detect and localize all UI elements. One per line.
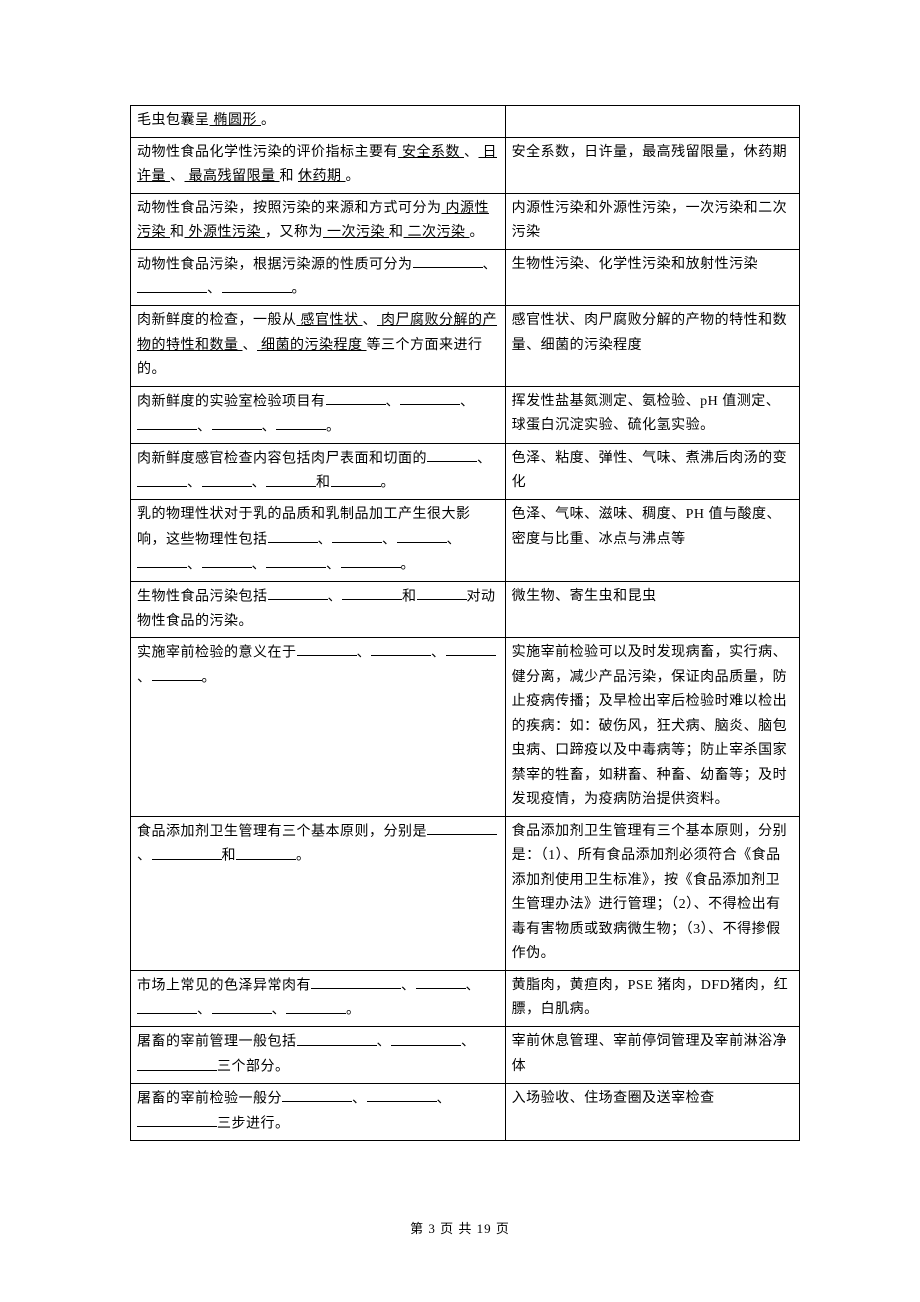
fill-blank (137, 415, 197, 430)
underlined-answer: 外源性污染 (185, 225, 266, 240)
fill-blank (202, 471, 252, 486)
fill-blank (137, 1112, 217, 1127)
fill-blank (413, 253, 483, 268)
answer-cell: 感官性状、肉尸腐败分解的产物的特性和数量、细菌的污染程度 (505, 306, 799, 387)
answer-cell: 微生物、寄生虫和昆虫 (505, 581, 799, 637)
fill-blank (137, 277, 207, 292)
fill-blank (276, 415, 326, 430)
fill-blank (416, 974, 466, 989)
answer-cell: 黄脂肉，黄疸肉，PSE 猪肉，DFD猪肉，红膘，白肌病。 (505, 970, 799, 1027)
fill-blank (137, 553, 187, 568)
fill-blank (427, 447, 477, 462)
table-row: 屠畜的宰前检验一般分、、三步进行。入场验收、住场查圈及送宰检查 (131, 1084, 800, 1141)
question-cell: 乳的物理性状对于乳的品质和乳制品加工产生很大影响，这些物理性包括、、、、、、。 (131, 500, 506, 581)
underlined-answer: 细菌的污染程度 (257, 338, 367, 353)
underlined-answer: 二次污染 (404, 225, 470, 240)
table-row: 肉新鲜度的检查，一般从 感官性状 、 肉尸腐败分解的产物的特性和数量 、 细菌的… (131, 306, 800, 387)
answer-cell (505, 106, 799, 138)
fill-blank (236, 844, 296, 859)
answer-cell: 入场验收、住场查圈及送宰检查 (505, 1084, 799, 1141)
question-cell: 实施宰前检验的意义在于、、、。 (131, 638, 506, 817)
fill-blank (268, 528, 318, 543)
fill-blank (417, 585, 467, 600)
table-row: 动物性食品污染，根据污染源的性质可分为、、。生物性污染、化学性污染和放射性污染 (131, 249, 800, 306)
question-cell: 屠畜的宰前检验一般分、、三步进行。 (131, 1084, 506, 1141)
underlined-answer: 一次污染 (323, 225, 389, 240)
underlined-answer: 感官性状 (297, 313, 363, 328)
question-cell: 市场上常见的色泽异常肉有、、、、。 (131, 970, 506, 1027)
underlined-answer: 最高残留限量 (185, 169, 280, 184)
table-row: 毛虫包囊呈 椭圆形 。 (131, 106, 800, 138)
answer-cell: 安全系数，日许量，最高残留限量，休药期 (505, 137, 799, 193)
fill-blank (297, 1030, 377, 1045)
question-cell: 动物性食品污染，按照污染的来源和方式可分为 内源性污染 和 外源性污染 ，又称为… (131, 193, 506, 249)
underlined-answer: 椭圆形 (210, 113, 262, 128)
fill-blank (331, 471, 381, 486)
fill-blank (342, 585, 402, 600)
fill-blank (137, 471, 187, 486)
fill-blank (367, 1087, 437, 1102)
answer-cell: 生物性污染、化学性污染和放射性污染 (505, 249, 799, 306)
question-cell: 肉新鲜度的实验室检验项目有、、、、。 (131, 386, 506, 443)
fill-blank (326, 390, 386, 405)
fill-blank (282, 1087, 352, 1102)
table-row: 动物性食品污染，按照污染的来源和方式可分为 内源性污染 和 外源性污染 ，又称为… (131, 193, 800, 249)
table-row: 实施宰前检验的意义在于、、、。实施宰前检验可以及时发现病畜，实行病、健分离，减少… (131, 638, 800, 817)
fill-blank (332, 528, 382, 543)
question-cell: 生物性食品污染包括、和对动物性食品的污染。 (131, 581, 506, 637)
question-cell: 肉新鲜度的检查，一般从 感官性状 、 肉尸腐败分解的产物的特性和数量 、 细菌的… (131, 306, 506, 387)
fill-blank (137, 1055, 217, 1070)
fill-blank (311, 974, 401, 989)
fill-blank (400, 390, 460, 405)
fill-blank (202, 553, 252, 568)
page-footer: 第 3 页 共 19 页 (0, 1218, 920, 1237)
fill-blank (371, 641, 431, 656)
question-cell: 毛虫包囊呈 椭圆形 。 (131, 106, 506, 138)
table-row: 乳的物理性状对于乳的品质和乳制品加工产生很大影响，这些物理性包括、、、、、、。色… (131, 500, 800, 581)
fill-blank (152, 844, 222, 859)
fill-blank (266, 553, 326, 568)
answer-cell: 宰前休息管理、宰前停饲管理及宰前淋浴净体 (505, 1027, 799, 1084)
fill-blank (297, 641, 357, 656)
table-row: 食品添加剂卫生管理有三个基本原则，分别是、和。食品添加剂卫生管理有三个基本原则，… (131, 816, 800, 970)
fill-blank (286, 998, 346, 1013)
table-row: 肉新鲜度感官检查内容包括肉尸表面和切面的、、、和。色泽、粘度、弹性、气味、煮沸后… (131, 443, 800, 500)
fill-blank (446, 641, 496, 656)
answer-cell: 色泽、粘度、弹性、气味、煮沸后肉汤的变化 (505, 443, 799, 500)
fill-blank (391, 1030, 461, 1045)
fill-blank (397, 528, 447, 543)
fill-blank (427, 820, 497, 835)
answer-cell: 实施宰前检验可以及时发现病畜，实行病、健分离，减少产品污染，保证肉品质量，防止疫… (505, 638, 799, 817)
answer-cell: 挥发性盐基氮测定、氨检验、pH 值测定、球蛋白沉淀实验、硫化氢实验。 (505, 386, 799, 443)
question-cell: 肉新鲜度感官检查内容包括肉尸表面和切面的、、、和。 (131, 443, 506, 500)
underlined-answer: 休药期 (298, 169, 346, 184)
answer-cell: 内源性污染和外源性污染，一次污染和二次污染 (505, 193, 799, 249)
fill-blank (152, 666, 202, 681)
question-cell: 食品添加剂卫生管理有三个基本原则，分别是、和。 (131, 816, 506, 970)
exam-table: 毛虫包囊呈 椭圆形 。动物性食品化学性污染的评价指标主要有 安全系数 、 日许量… (130, 105, 800, 1141)
question-cell: 动物性食品污染，根据污染源的性质可分为、、。 (131, 249, 506, 306)
question-cell: 动物性食品化学性污染的评价指标主要有 安全系数 、 日许量 、 最高残留限量 和… (131, 137, 506, 193)
table-row: 生物性食品污染包括、和对动物性食品的污染。微生物、寄生虫和昆虫 (131, 581, 800, 637)
answer-cell: 色泽、气味、滋味、稠度、PH 值与酸度、密度与比重、冰点与沸点等 (505, 500, 799, 581)
table-row: 市场上常见的色泽异常肉有、、、、。黄脂肉，黄疸肉，PSE 猪肉，DFD猪肉，红膘… (131, 970, 800, 1027)
fill-blank (266, 471, 316, 486)
fill-blank (268, 585, 328, 600)
question-cell: 屠畜的宰前管理一般包括、、三个部分。 (131, 1027, 506, 1084)
table-row: 屠畜的宰前管理一般包括、、三个部分。宰前休息管理、宰前停饲管理及宰前淋浴净体 (131, 1027, 800, 1084)
fill-blank (341, 553, 401, 568)
table-row: 肉新鲜度的实验室检验项目有、、、、。挥发性盐基氮测定、氨检验、pH 值测定、球蛋… (131, 386, 800, 443)
answer-cell: 食品添加剂卫生管理有三个基本原则，分别是：（1）、所有食品添加剂必须符合《食品添… (505, 816, 799, 970)
fill-blank (222, 277, 292, 292)
fill-blank (137, 998, 197, 1013)
fill-blank (212, 415, 262, 430)
fill-blank (212, 998, 272, 1013)
underlined-answer: 安全系数 (398, 145, 464, 160)
table-row: 动物性食品化学性污染的评价指标主要有 安全系数 、 日许量 、 最高残留限量 和… (131, 137, 800, 193)
